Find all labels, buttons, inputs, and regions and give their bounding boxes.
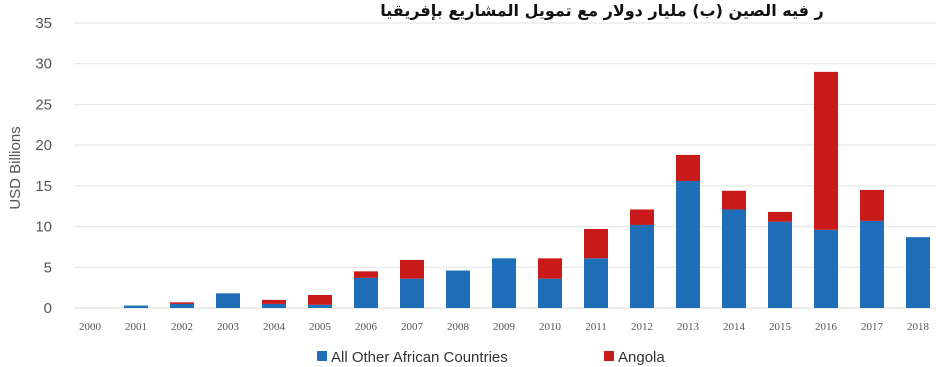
bar-segment-angola [584, 229, 608, 259]
bar-segment-all-other-african-countries [492, 258, 516, 308]
x-tick-label: 2004 [263, 321, 286, 333]
y-axis-label: USD Billions [7, 126, 24, 209]
y-tick-label: 25 [35, 96, 52, 113]
chart-title: ر فيه الصين (ب) مليار دولار مع تمويل الم… [380, 1, 823, 20]
x-tick-label: 2009 [493, 321, 516, 333]
x-tick-label: 2015 [769, 321, 792, 333]
bar-segment-all-other-african-countries [676, 180, 700, 308]
bar-segment-angola [630, 209, 654, 225]
x-tick-label: 2008 [447, 321, 470, 333]
x-tick-label: 2018 [907, 321, 930, 333]
bar-segment-angola [262, 299, 286, 304]
bar-segment-all-other-african-countries [170, 303, 194, 308]
bar-segment-all-other-african-countries [906, 237, 930, 308]
bar-segment-angola [308, 294, 332, 305]
legend-label-angola: Angola [618, 349, 665, 366]
x-tick-label: 2016 [815, 321, 838, 333]
x-tick-label: 2017 [861, 321, 884, 333]
bar-segment-angola [722, 190, 746, 210]
bar-segment-all-other-african-countries [446, 270, 470, 308]
y-tick-label: 30 [35, 56, 52, 73]
bar-segment-all-other-african-countries [216, 293, 240, 308]
bar-segment-all-other-african-countries [262, 303, 286, 308]
bar-segment-all-other-african-countries [354, 277, 378, 308]
legend-swatch-all-other-african-countries [317, 351, 327, 361]
y-tick-label: 15 [35, 178, 52, 195]
x-tick-label: 2003 [217, 321, 240, 333]
x-tick-label: 2014 [723, 321, 746, 333]
y-tick-label: 10 [35, 219, 52, 236]
bar-segment-angola [538, 258, 562, 279]
bar-segment-all-other-african-countries [584, 258, 608, 308]
bar-segment-all-other-african-countries [400, 278, 424, 308]
y-tick-label: 35 [35, 15, 52, 32]
y-tick-label: 20 [35, 137, 52, 154]
bar-segment-angola [768, 211, 792, 222]
x-tick-label: 2012 [631, 321, 653, 333]
x-axis-ticks: 2000 2001 2002 2003 2004 2005 2006 2007 2008 2009… [79, 321, 930, 333]
bar-segment-angola [400, 259, 424, 279]
y-axis-ticks: 0 5 10 15 20 25 30 35 [35, 15, 52, 317]
bar-segment-angola [354, 271, 378, 278]
x-tick-label: 2002 [171, 321, 193, 333]
legend-label-all-other-african-countries: All Other African Countries [331, 349, 508, 366]
x-tick-label: 2001 [125, 321, 147, 333]
x-tick-label: 2007 [401, 321, 424, 333]
x-tick-label: 2011 [585, 321, 607, 333]
gridlines [74, 22, 936, 268]
bar-segment-all-other-african-countries [768, 221, 792, 308]
bar-segment-all-other-african-countries [124, 305, 148, 308]
x-tick-label: 2000 [79, 321, 102, 333]
bar-segment-angola [814, 71, 838, 230]
bar-segment-all-other-african-countries [630, 224, 654, 308]
bar-segment-angola [170, 302, 194, 304]
x-tick-label: 2013 [677, 321, 700, 333]
x-tick-label: 2005 [309, 321, 332, 333]
y-tick-label: 0 [44, 300, 52, 317]
x-tick-label: 2010 [539, 321, 562, 333]
bar-segment-all-other-african-countries [722, 209, 746, 308]
legend-swatch-angola [604, 351, 614, 361]
bar-segment-all-other-african-countries [308, 304, 332, 308]
x-tick-label: 2006 [355, 321, 378, 333]
y-tick-label: 5 [44, 259, 52, 276]
legend: All Other African Countries Angola [317, 349, 665, 366]
bar-segment-all-other-african-countries [814, 229, 838, 308]
bar-segment-angola [860, 189, 884, 221]
bar-segment-all-other-african-countries [538, 278, 562, 308]
bar-segment-all-other-african-countries [860, 220, 884, 308]
bar-segment-angola [676, 154, 700, 181]
bars [124, 71, 930, 308]
